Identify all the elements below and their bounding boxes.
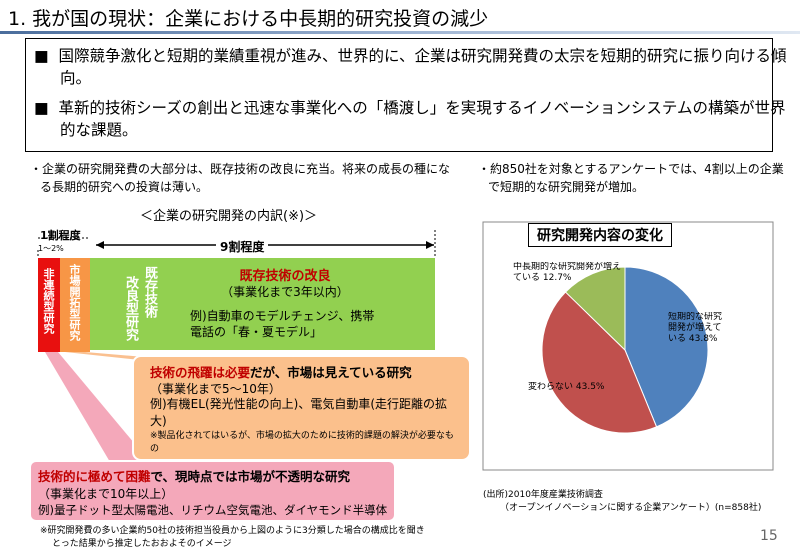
column-label: 市場開拓型研究 [68, 264, 81, 341]
orange-sub: （事業化まで5～10年） [150, 382, 281, 396]
emphasis: 技術の飛躍は必要 [150, 365, 251, 380]
diagram-subtitle: ＜企業の研究開発の内訳(※)＞ [140, 209, 318, 224]
share-label: 9割程度 [216, 238, 269, 255]
pie-slice [541, 291, 658, 434]
column-label: 非連続型研究 [42, 268, 55, 334]
slice-label: 変わらない 43.5% [528, 382, 608, 393]
category: 変わらない [528, 382, 574, 392]
orange-note: ※製品化されてはいるが、市場の拡大のために技術的課題の解決が必要なもの [150, 431, 454, 454]
source: (出所)2010年度産業技術調査 [483, 490, 603, 500]
slice-label: 中長期的な研究開発が増えている 12.7% [513, 262, 623, 284]
column-label: 既存技術 [142, 266, 157, 318]
pie-chart: 短期的な研究開発が増えている 43.8% 変わらない 43.5% 中長期的な研究開発… [513, 262, 728, 434]
left-note: ・企業の研究開発費の大部分は、既存技術の改良に充当。将来の成長の種になる長期的研… [30, 162, 451, 194]
share-label: 1割程度 [40, 229, 81, 242]
value-label: 12.7% [542, 273, 572, 283]
summary-text: 国際競争激化と短期的業績重視が進み、世界的に、企業は研究開発費の太宗を短期的研究… [58, 47, 787, 87]
title-rule [0, 31, 800, 34]
summary-item: ■ 革新的技術シーズの創出と迅速な事業化への「橋渡し」を実現するイノベーションシ… [34, 99, 786, 139]
emphasis: 技術的に極めて困難 [38, 469, 151, 484]
footnote: ※研究開発費の多い企業約50社の技術担当役員から上図のように3分類した場合の構成… [40, 526, 425, 549]
pie-slice [564, 266, 626, 352]
slice-label-text: 中長期的な研究開発が増えている 12.7% [513, 262, 623, 284]
orange-example: 例)有機EL(発光性能の向上)、電気自動車(走行距離の拡大) [150, 397, 447, 428]
slice-label: 短期的な研究開発が増えている 43.8% [668, 312, 728, 345]
column-label: 改良型研究 [123, 276, 138, 341]
source-detail: （オープンイノベーションに関する企業アンケート）(n=858社) [500, 503, 762, 513]
text: だが、市場は見えている研究 [250, 365, 412, 380]
value-label: 43.5% [575, 382, 605, 392]
green-title: 既存技術の改良 [239, 269, 331, 284]
summary-text: 革新的技術シーズの創出と迅速な事業化への「橋渡し」を実現するイノベーションシステ… [58, 99, 786, 139]
share-label: 1～2% [38, 244, 64, 253]
orange-title: 技術の飛躍は必要だが、市場は見えている研究 [150, 362, 460, 381]
value-label: 43.8% [688, 334, 718, 344]
pie-slice [624, 266, 709, 428]
pink-sub: （事業化まで10年以上） [38, 487, 174, 501]
slice-label-text: 変わらない 43.5% [528, 382, 608, 393]
pink-example: 例)量子ドット型太陽電池、リチウム空気電池、ダイヤモンド半導体 [38, 503, 388, 517]
chart-title: 研究開発内容の変化 [528, 223, 672, 247]
category: 短期的な研究開発が増えている [668, 312, 723, 344]
summary-box: ■ 国際競争激化と短期的業績重視が進み、世界的に、企業は研究開発費の太宗を短期的… [25, 38, 787, 152]
category: 中長期的な研究開発が増えている [513, 262, 622, 283]
pink-title: 技術的に極めて困難で、現時点では市場が不透明な研究 [38, 466, 393, 485]
green-sub: （事業化まで3年以内） [221, 285, 349, 299]
page-number: 15 [760, 528, 778, 544]
green-example: 例)自動車のモデルチェンジ、携帯電話の「春・夏モデル」 [190, 309, 375, 339]
summary-item: ■ 国際競争激化と短期的業績重視が進み、世界的に、企業は研究開発費の太宗を短期的… [34, 47, 787, 87]
text: で、現時点では市場が不透明な研究 [150, 469, 351, 484]
slice-label-text: 短期的な研究開発が増えている 43.8% [668, 312, 728, 345]
right-note: ・約850社を対象とするアンケートでは、4割以上の企業で短期的な研究開発が増加。 [478, 162, 784, 194]
title: 1. 我が国の現状：企業における中長期的研究投資の減少 [8, 8, 489, 30]
